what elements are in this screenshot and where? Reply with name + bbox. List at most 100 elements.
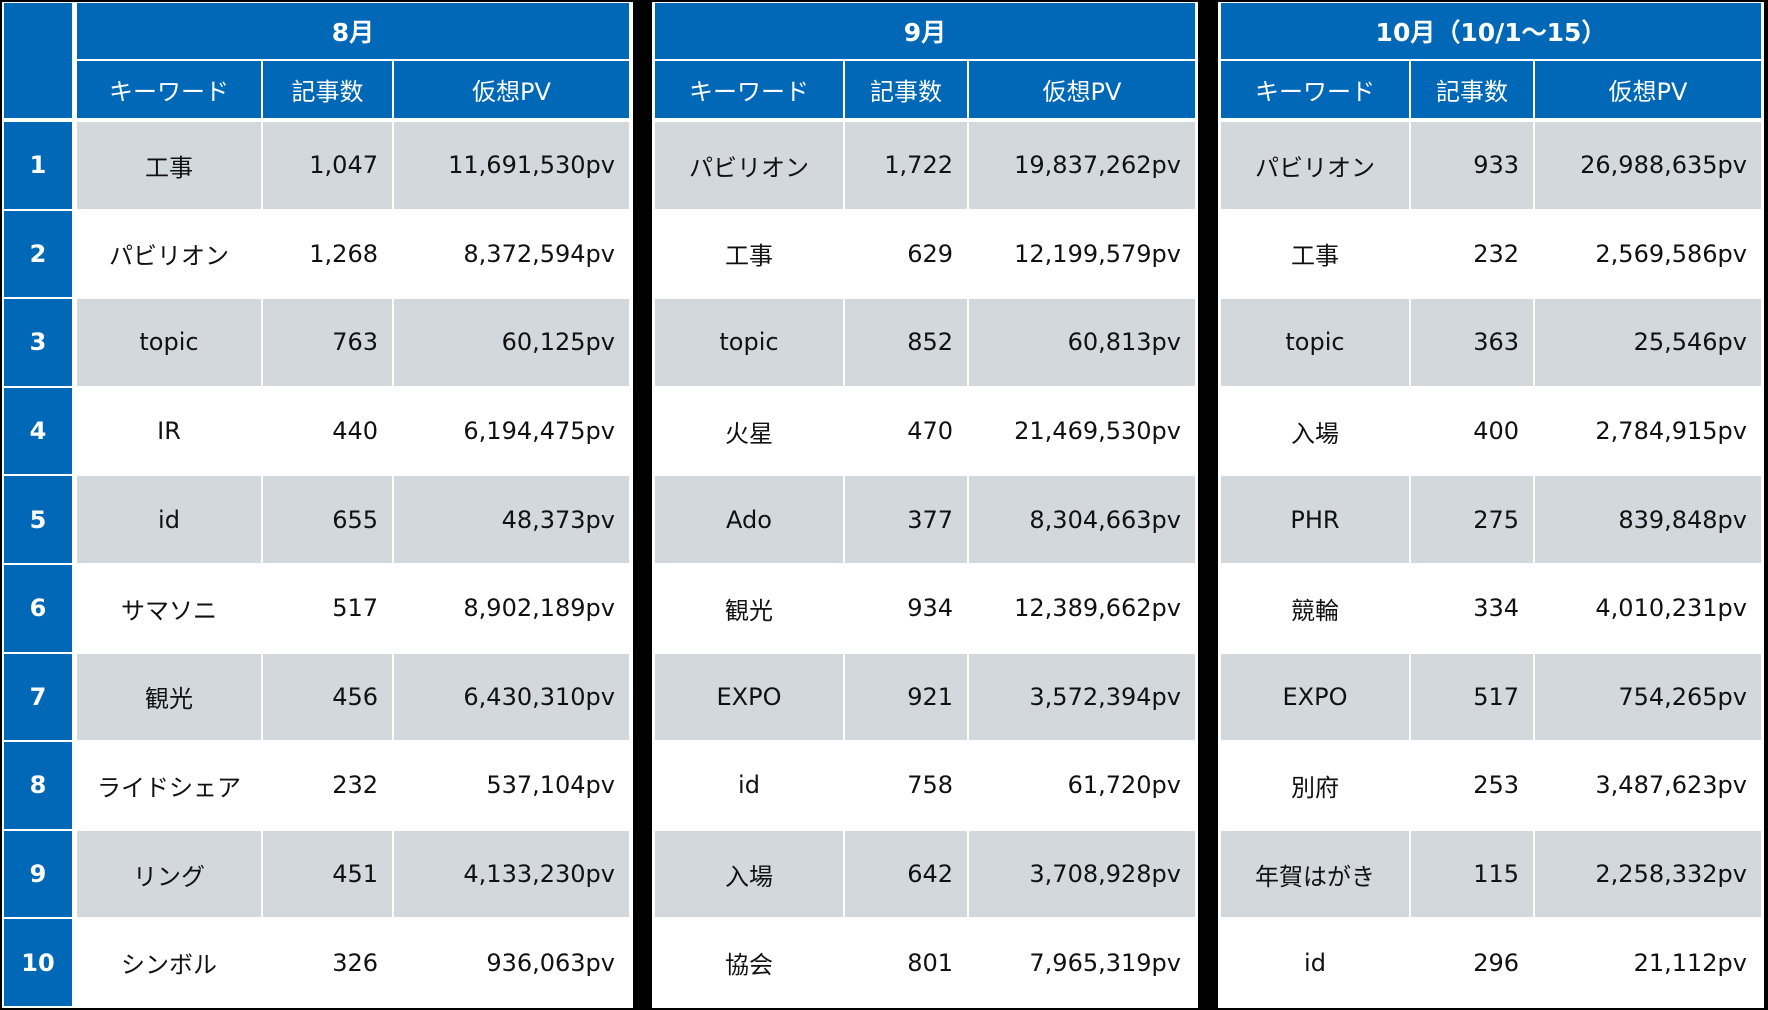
virtual-pv-cell: 537,104pv [394,742,629,829]
virtual-pv-cell: 19,837,262pv [969,122,1195,209]
virtual-pv-cell: 3,708,928pv [969,830,1195,918]
month-title: 8月 [77,3,629,59]
article-count-cell: 642 [845,830,967,918]
virtual-pv-cell: 21,112pv [1535,919,1761,1006]
article-count-cell: 763 [263,299,392,386]
keyword-cell: EXPO [655,653,843,741]
virtual-pv-cell: 8,902,189pv [394,565,629,652]
article-count-cell: 440 [263,387,392,475]
keyword-cell: 工事 [1221,210,1409,298]
keyword-cell: id [1221,919,1409,1006]
article-count-cell: 1,268 [263,210,392,298]
article-count-cell: 933 [1411,122,1533,209]
article-count-cell: 400 [1411,387,1533,475]
article-count-cell: 326 [263,919,392,1006]
table-october: 10月（10/1～15） キーワード 記事数 仮想PV パビリオン 933 26,988,6… [1218,2,1764,1008]
keyword-cell: Ado [655,476,843,563]
keyword-cell: id [77,476,261,563]
article-count-cell: 456 [263,653,392,741]
article-count-cell: 934 [845,565,967,652]
keyword-cell: 入場 [1221,387,1409,475]
rank-cell: 10 [4,919,72,1006]
column-header-keyword: キーワード [655,61,843,118]
column-header-keyword: キーワード [77,61,261,118]
article-count-cell: 232 [1411,210,1533,298]
virtual-pv-cell: 2,258,332pv [1535,830,1761,918]
rank-cell: 4 [4,387,72,475]
virtual-pv-cell: 8,304,663pv [969,476,1195,563]
keyword-cell: 年賀はがき [1221,830,1409,918]
column-header-keyword: キーワード [1221,61,1409,118]
article-count-cell: 275 [1411,476,1533,563]
rank-header-cell [4,3,72,118]
keyword-cell: 別府 [1221,742,1409,829]
keyword-cell: 競輪 [1221,565,1409,652]
article-count-cell: 363 [1411,299,1533,386]
column-header-pv: 仮想PV [394,61,629,118]
rank-cell: 5 [4,476,72,563]
keyword-cell: パビリオン [1221,122,1409,209]
article-count-cell: 377 [845,476,967,563]
article-count-cell: 758 [845,742,967,829]
virtual-pv-cell: 26,988,635pv [1535,122,1761,209]
virtual-pv-cell: 61,720pv [969,742,1195,829]
rank-cell: 3 [4,299,72,386]
article-count-cell: 115 [1411,830,1533,918]
article-count-cell: 801 [845,919,967,1006]
keyword-cell: ライドシェア [77,742,261,829]
virtual-pv-cell: 60,813pv [969,299,1195,386]
virtual-pv-cell: 12,199,579pv [969,210,1195,298]
column-header-count: 記事数 [1411,61,1533,118]
column-header-pv: 仮想PV [1535,61,1761,118]
article-count-cell: 921 [845,653,967,741]
keyword-cell: パビリオン [77,210,261,298]
virtual-pv-cell: 3,572,394pv [969,653,1195,741]
table-august: 1 2 3 4 5 6 7 8 9 10 8月 キーワード 記事数 仮想PV 工事 1,047 11,691,5… [2,2,633,1008]
virtual-pv-cell: 936,063pv [394,919,629,1006]
keyword-cell: PHR [1221,476,1409,563]
article-count-cell: 517 [263,565,392,652]
article-count-cell: 470 [845,387,967,475]
month-title: 9月 [655,3,1195,59]
keyword-cell: サマソニ [77,565,261,652]
virtual-pv-cell: 12,389,662pv [969,565,1195,652]
keyword-cell: 火星 [655,387,843,475]
keyword-cell: topic [77,299,261,386]
virtual-pv-cell: 4,133,230pv [394,830,629,918]
keyword-cell: 工事 [655,210,843,298]
keyword-cell: 工事 [77,122,261,209]
article-count-cell: 517 [1411,653,1533,741]
keyword-cell: topic [655,299,843,386]
keyword-cell: 協会 [655,919,843,1006]
keyword-cell: EXPO [1221,653,1409,741]
virtual-pv-cell: 48,373pv [394,476,629,563]
keyword-cell: リング [77,830,261,918]
keyword-cell: パビリオン [655,122,843,209]
rank-cell: 8 [4,742,72,829]
virtual-pv-cell: 8,372,594pv [394,210,629,298]
article-count-cell: 334 [1411,565,1533,652]
rank-cell: 2 [4,210,72,298]
virtual-pv-cell: 6,194,475pv [394,387,629,475]
article-count-cell: 1,722 [845,122,967,209]
virtual-pv-cell: 7,965,319pv [969,919,1195,1006]
virtual-pv-cell: 6,430,310pv [394,653,629,741]
virtual-pv-cell: 60,125pv [394,299,629,386]
virtual-pv-cell: 4,010,231pv [1535,565,1761,652]
rank-cell: 7 [4,653,72,741]
keyword-cell: 観光 [77,653,261,741]
keyword-cell: id [655,742,843,829]
virtual-pv-cell: 2,569,586pv [1535,210,1761,298]
virtual-pv-cell: 839,848pv [1535,476,1761,563]
keyword-cell: topic [1221,299,1409,386]
article-count-cell: 852 [845,299,967,386]
virtual-pv-cell: 754,265pv [1535,653,1761,741]
article-count-cell: 296 [1411,919,1533,1006]
rank-cell: 6 [4,565,72,652]
keyword-cell: 観光 [655,565,843,652]
column-header-count: 記事数 [845,61,967,118]
virtual-pv-cell: 21,469,530pv [969,387,1195,475]
keyword-cell: 入場 [655,830,843,918]
table-september: 9月 キーワード 記事数 仮想PV パビリオン 1,722 19,837,262pv 工事 62… [652,2,1198,1008]
article-count-cell: 232 [263,742,392,829]
